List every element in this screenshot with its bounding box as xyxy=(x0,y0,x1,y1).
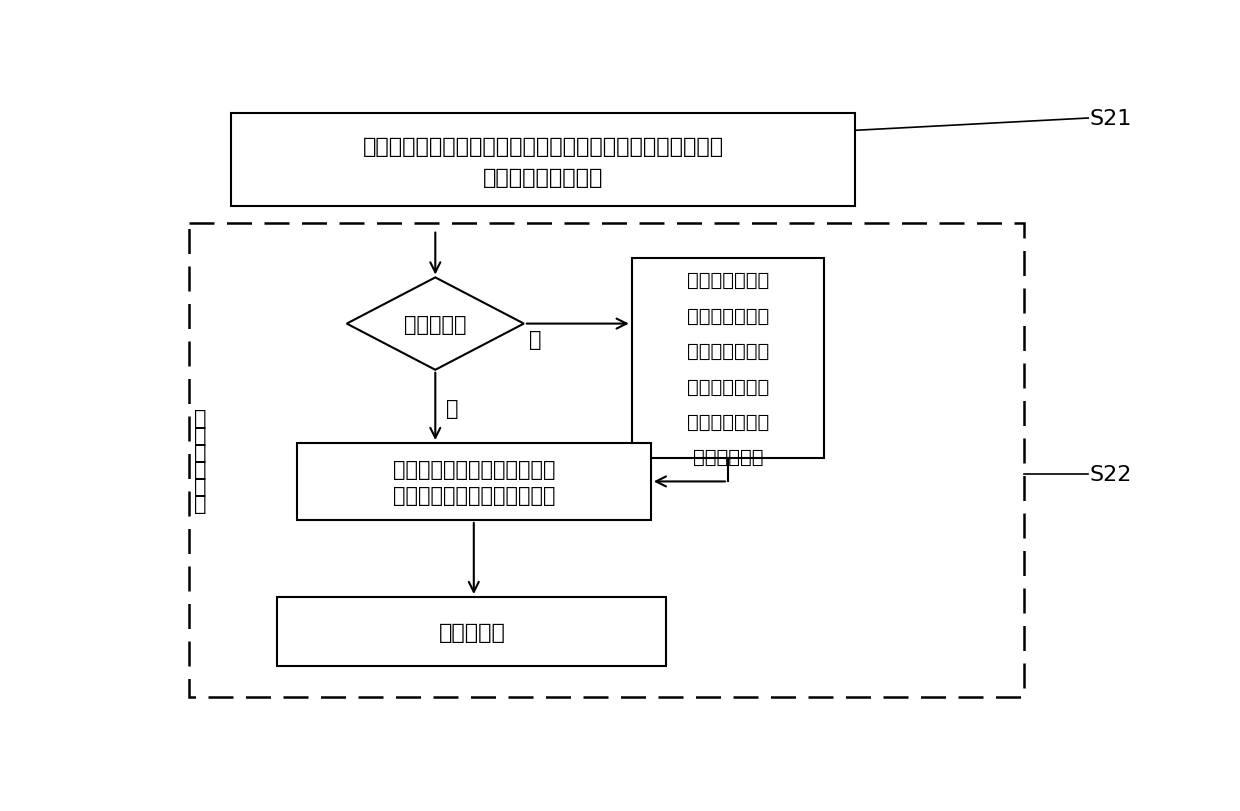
Text: 的约束条件适当: 的约束条件适当 xyxy=(687,377,769,396)
Text: 略，对被控变量: 略，对被控变量 xyxy=(687,341,769,361)
FancyBboxPatch shape xyxy=(631,259,825,459)
Text: 算: 算 xyxy=(195,493,207,513)
Text: 策略，实现最小的操作成本。: 策略，实现最小的操作成本。 xyxy=(393,486,556,506)
Text: 计: 计 xyxy=(195,476,207,496)
Text: 放松，使目标优: 放松，使目标优 xyxy=(687,412,769,431)
Text: 化更为合理。: 化更为合理。 xyxy=(693,448,763,466)
Text: 有: 有 xyxy=(446,399,459,418)
Text: 态: 态 xyxy=(195,425,207,445)
Text: S21: S21 xyxy=(1090,109,1132,129)
Text: 有无可行域: 有无可行域 xyxy=(404,314,466,334)
FancyBboxPatch shape xyxy=(188,224,1024,697)
Text: 模型构建约束条件。: 模型构建约束条件。 xyxy=(482,167,604,187)
FancyBboxPatch shape xyxy=(231,114,854,207)
Text: 采用被控变量的: 采用被控变量的 xyxy=(687,271,769,290)
Text: 无: 无 xyxy=(529,329,542,350)
Text: 稳: 稳 xyxy=(195,409,207,428)
FancyBboxPatch shape xyxy=(296,444,651,521)
Text: 最优操作点: 最优操作点 xyxy=(439,622,506,642)
Text: 标: 标 xyxy=(195,459,207,479)
Text: 采用操作变量的多优先级优化: 采用操作变量的多优先级优化 xyxy=(393,460,556,479)
Polygon shape xyxy=(347,278,523,371)
Text: 多优先级优化策: 多优先级优化策 xyxy=(687,307,769,325)
Text: 目: 目 xyxy=(195,442,207,462)
Text: S22: S22 xyxy=(1090,464,1132,484)
FancyBboxPatch shape xyxy=(278,597,666,667)
Text: 以最小的能量消耗为目标建立目标函数，根据工艺条件和稳态: 以最小的能量消耗为目标建立目标函数，根据工艺条件和稳态 xyxy=(362,136,724,157)
